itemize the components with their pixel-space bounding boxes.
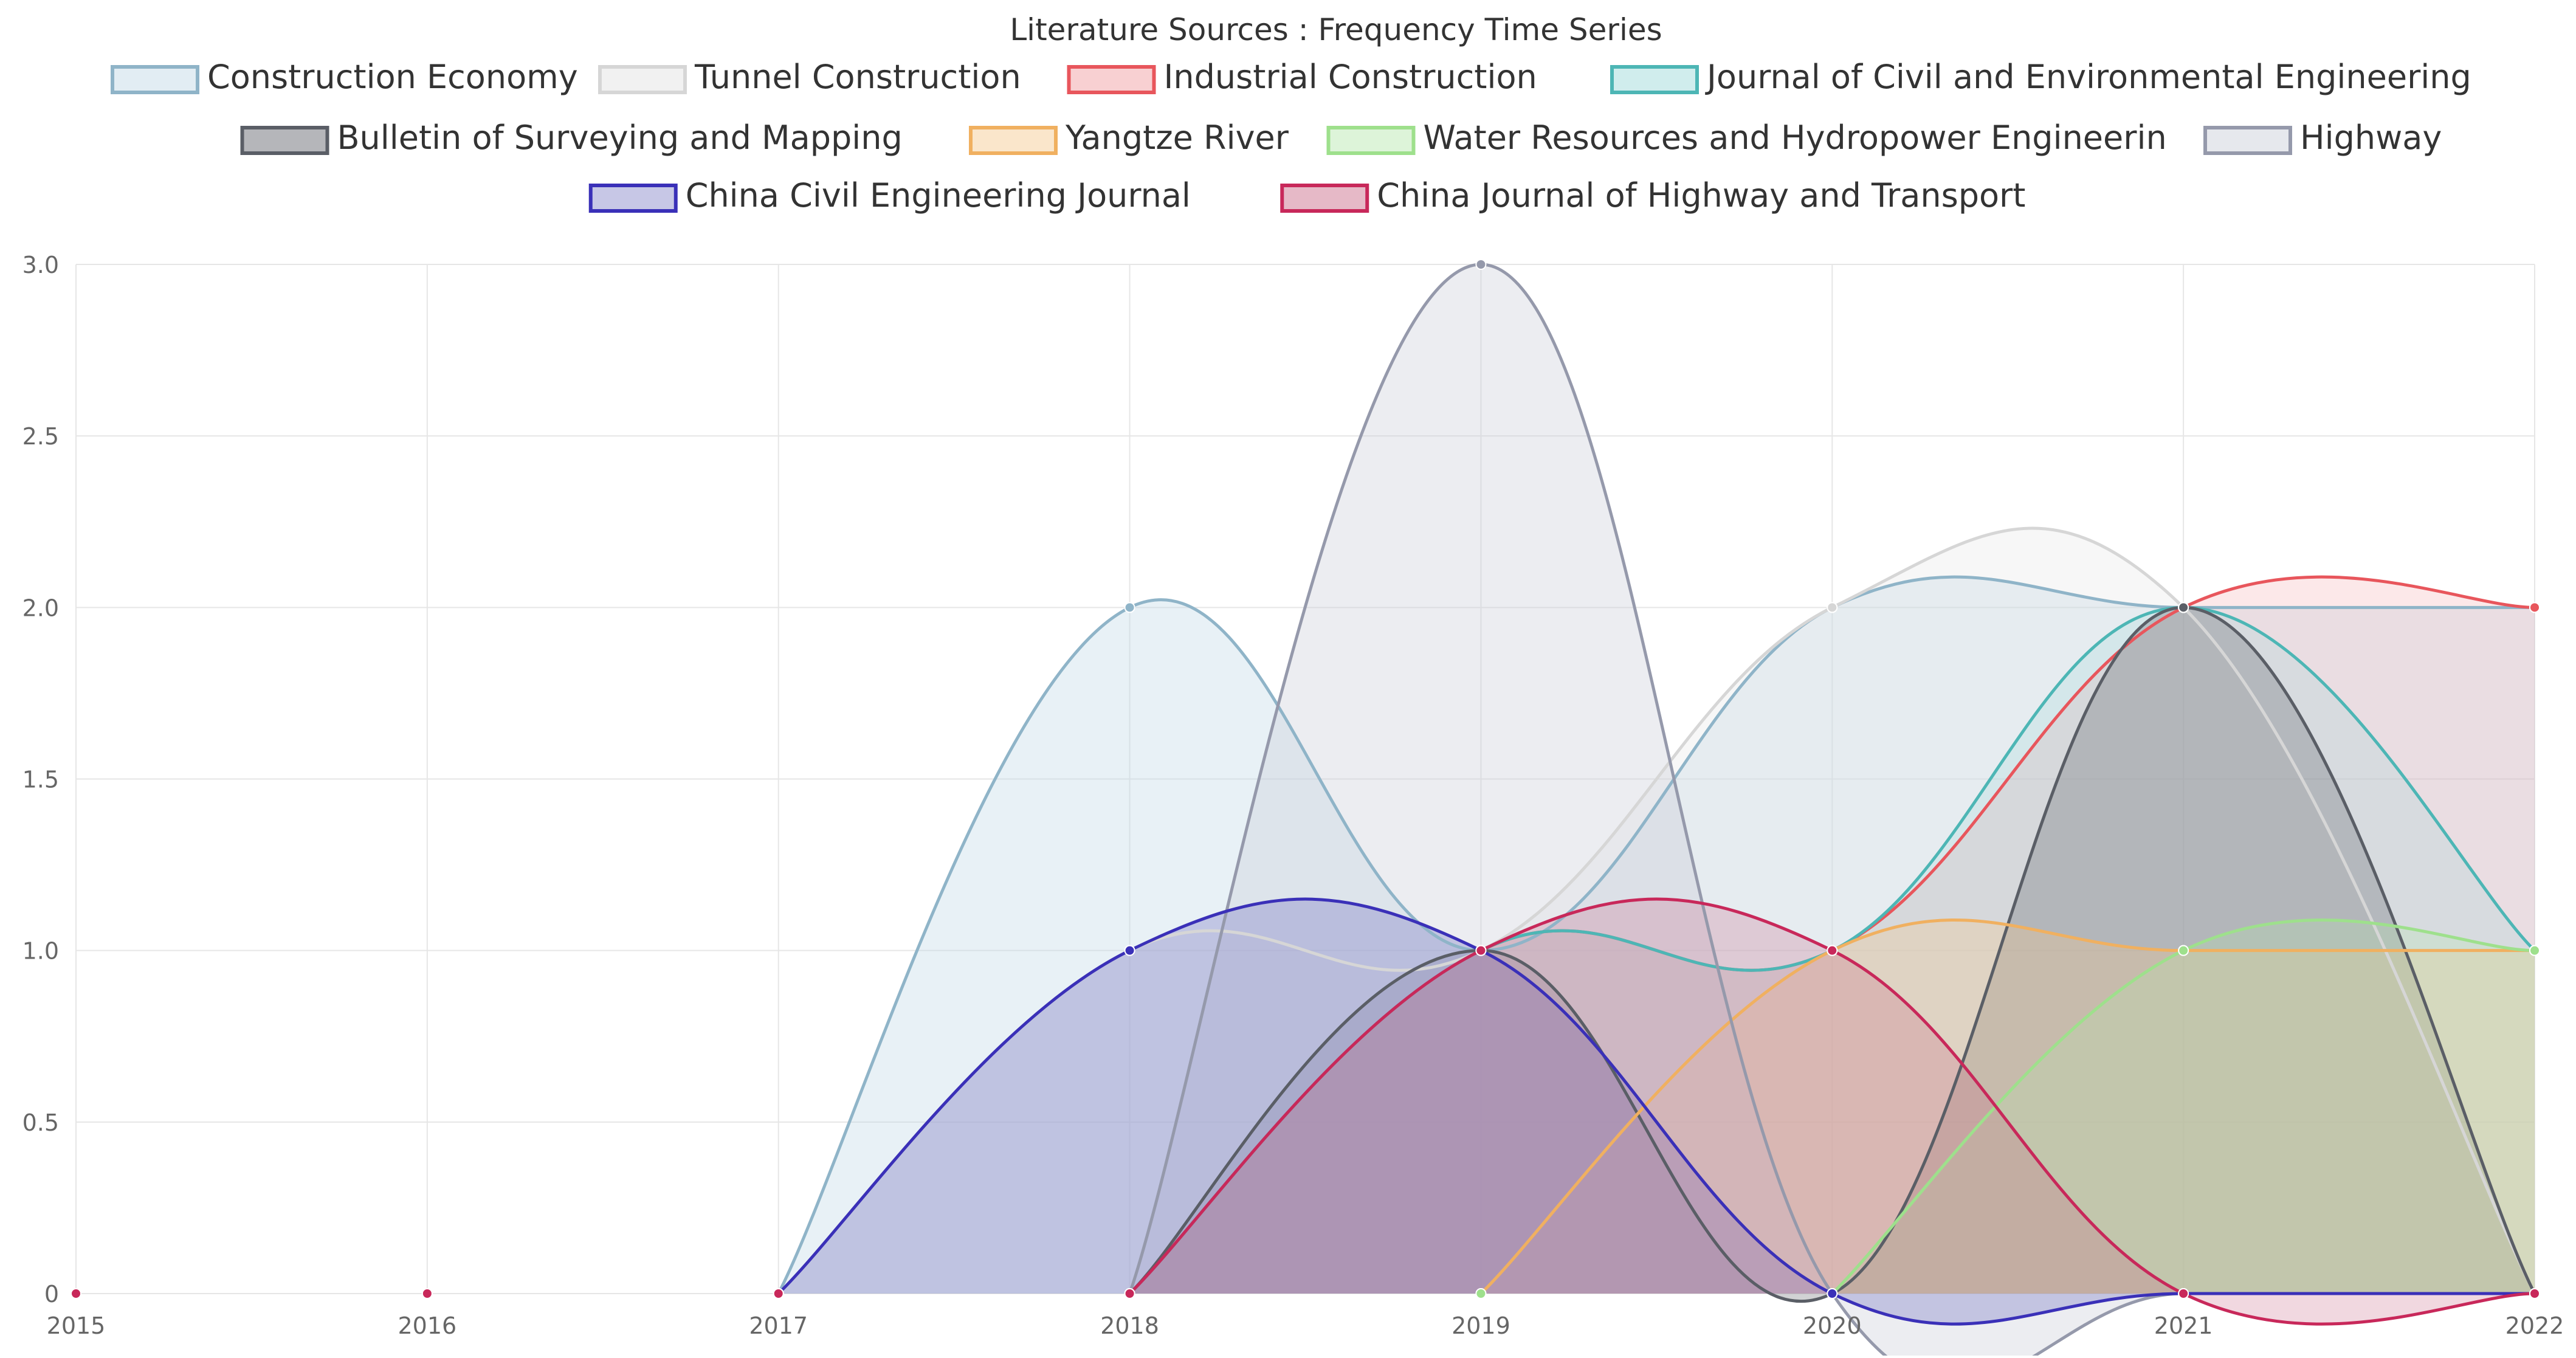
y-tick-label: 2.5 [22, 423, 59, 450]
point-highway [1475, 259, 1487, 270]
legend-label: Bulletin of Surveying and Mapping [337, 119, 903, 157]
point-water-resources-and-hydropower-engineerin [2178, 945, 2189, 956]
y-tick-label: 0.5 [22, 1109, 59, 1136]
chart-title: Literature Sources : Frequency Time Seri… [1010, 12, 1662, 47]
line-china-civil-engineering-journal [777, 897, 2535, 1326]
series-lines [777, 263, 2536, 1358]
legend-item-tunnel-construction[interactable]: Tunnel Construction [598, 58, 1021, 96]
legend-item-highway[interactable]: Highway [2203, 119, 2442, 157]
legend-item-yangtze-river[interactable]: Yangtze River [969, 119, 1289, 157]
y-tick-label: 0 [44, 1281, 59, 1308]
y-axis: 0 0.5 1.0 1.5 2.0 2.5 3.0 [22, 252, 59, 1308]
point-water-resources-and-hydropower-engineerin [2529, 945, 2540, 956]
y-tick-label: 1.0 [22, 938, 59, 965]
y-tick-label: 1.5 [22, 767, 59, 793]
x-tick-label: 2016 [398, 1312, 456, 1339]
point-china-journal-of-highway-and-transport [773, 1288, 784, 1299]
series-points [71, 259, 2540, 1299]
x-tick-label: 2017 [749, 1312, 808, 1339]
point-china-civil-engineering-journal [1124, 945, 1135, 956]
x-tick-label: 2015 [47, 1312, 106, 1339]
line-water-resources-and-hydropower-engineerin [1831, 919, 2535, 1295]
y-tick-label: 2.0 [22, 595, 59, 621]
legend-item-construction-economy[interactable]: Construction Economy [111, 58, 578, 96]
legend-item-water-resources-and-hydropower-engineerin[interactable]: Water Resources and Hydropower Engineeri… [1326, 119, 2167, 157]
area-china-civil-engineering-journal [778, 899, 2535, 1325]
point-china-journal-of-highway-and-transport [1475, 945, 1487, 956]
legend-swatch [1280, 184, 1369, 213]
x-tick-label: 2020 [1803, 1312, 1862, 1339]
point-china-journal-of-highway-and-transport [1124, 1288, 1135, 1299]
point-china-civil-engineering-journal [1827, 1288, 1838, 1299]
area-water-resources-and-hydropower-engineerin [1832, 920, 2535, 1294]
legend-label: Water Resources and Hydropower Engineeri… [1424, 119, 2167, 157]
point-construction-economy [1124, 602, 1135, 613]
area-tunnel-construction [778, 528, 2535, 1294]
x-tick-label: 2018 [1100, 1312, 1159, 1339]
area-highway [1129, 264, 2535, 1358]
point-china-journal-of-highway-and-transport [2529, 1288, 2540, 1299]
legend-label: Tunnel Construction [694, 58, 1021, 96]
line-yangtze-river [1479, 919, 2535, 1295]
legend-swatch [969, 126, 1058, 155]
area-yangtze-river [1481, 920, 2535, 1294]
legend-label: Journal of Civil and Environmental Engin… [1705, 58, 2471, 96]
line-bulletin-of-surveying-and-mapping [1128, 605, 2536, 1303]
point-china-journal-of-highway-and-transport [1827, 945, 1838, 956]
legend-label: China Journal of Highway and Transport [1377, 176, 2025, 215]
legend-item-bulletin-of-surveying-and-mapping[interactable]: Bulletin of Surveying and Mapping [240, 119, 903, 157]
area-industrial-construction [1129, 577, 2535, 1294]
legend-label: China Civil Engineering Journal [686, 176, 1191, 215]
legend-swatch [1326, 126, 1416, 155]
legend-label: Yangtze River [1065, 119, 1289, 157]
legend-swatch [111, 65, 199, 94]
legend-label: Highway [2300, 119, 2442, 157]
x-tick-label: 2021 [2154, 1312, 2213, 1339]
legend-swatch [1610, 65, 1699, 94]
legend-item-industrial-construction[interactable]: Industrial Construction [1067, 58, 1537, 96]
point-tunnel-construction [1827, 602, 1838, 613]
point-industrial-construction [2529, 602, 2540, 613]
legend-swatch [588, 184, 678, 213]
x-axis: 2015 2016 2017 2018 2019 2020 2021 2022 [47, 1312, 2564, 1339]
y-tick-label: 3.0 [22, 252, 59, 278]
x-tick-label: 2019 [1452, 1312, 1510, 1339]
point-china-journal-of-highway-and-transport [71, 1288, 81, 1299]
legend-item-china-civil-engineering-journal[interactable]: China Civil Engineering Journal [588, 176, 1191, 215]
legend-swatch [1067, 65, 1156, 94]
legend-swatch [2203, 126, 2292, 155]
legend-label: Construction Economy [207, 58, 578, 96]
legend: Construction Economy Tunnel Construction I… [111, 58, 2471, 215]
legend-swatch [240, 126, 329, 155]
legend-label: Industrial Construction [1164, 58, 1537, 96]
area-bulletin-of-surveying-and-mapping [1129, 607, 2535, 1301]
point-china-journal-of-highway-and-transport [2178, 1288, 2189, 1299]
legend-item-china-journal-of-highway-and-transport[interactable]: China Journal of Highway and Transport [1280, 176, 2025, 215]
point-bulletin-of-surveying-and-mapping [2178, 602, 2189, 613]
point-china-journal-of-highway-and-transport [421, 1288, 433, 1299]
area-construction-economy [778, 577, 2535, 1294]
legend-swatch [598, 65, 687, 94]
x-tick-label: 2022 [2505, 1312, 2564, 1339]
area-china-journal-of-highway-and-transport [1129, 899, 2535, 1325]
legend-item-journal-of-civil-and-environmental-engineering[interactable]: Journal of Civil and Environmental Engin… [1610, 58, 2471, 96]
point-water-resources-and-hydropower-engineerin [1475, 1288, 1487, 1299]
series-areas [778, 264, 2535, 1358]
